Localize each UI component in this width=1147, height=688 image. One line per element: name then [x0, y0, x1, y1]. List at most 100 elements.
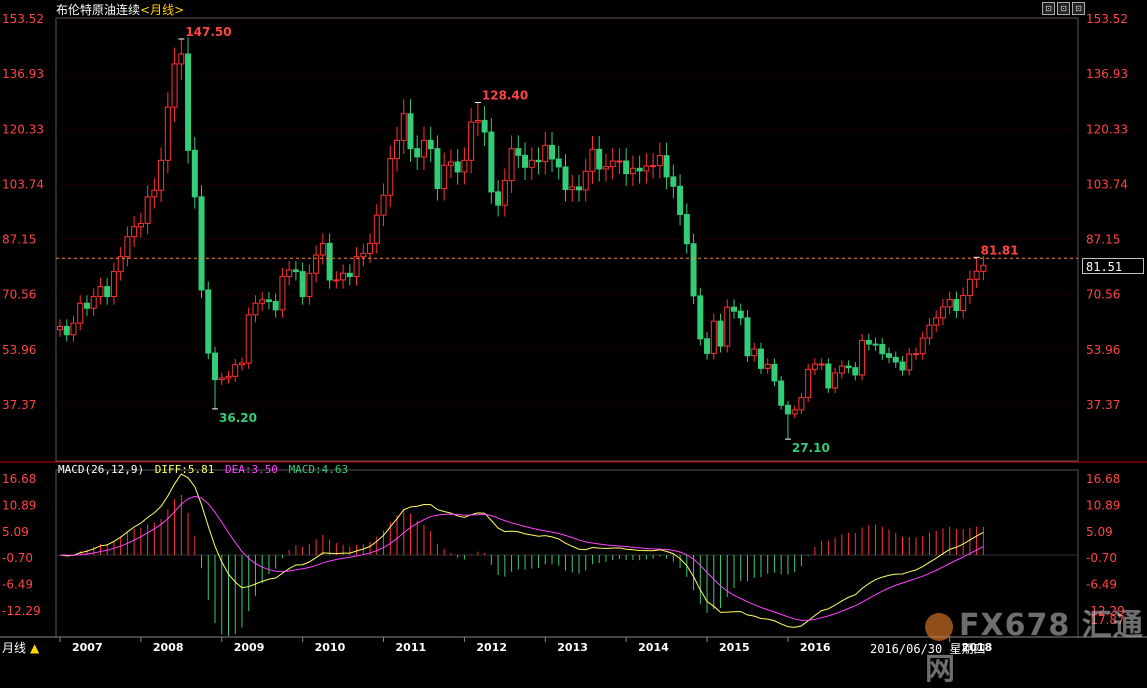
candle-body [272, 301, 279, 311]
candle-body [791, 409, 798, 415]
candle-body [697, 295, 704, 340]
candle-body [353, 256, 360, 278]
macd-axis-label-right: -0.70 [1086, 551, 1117, 565]
candle-body [542, 144, 549, 163]
candle-body [919, 337, 926, 355]
instrument-name: 布伦特原油连续 [56, 3, 141, 17]
candle-body [953, 299, 960, 312]
candle-body [164, 106, 171, 161]
candle-body [252, 302, 259, 316]
candle-body [683, 213, 690, 245]
candle-body [886, 353, 893, 358]
year-label: 2010 [315, 641, 346, 654]
price-axis-label-left: 37.37 [2, 398, 36, 412]
candle-body [704, 338, 711, 354]
candle-body [926, 324, 933, 339]
candle-body [973, 270, 980, 280]
candle-body [191, 149, 198, 198]
year-label: 2009 [234, 641, 265, 654]
candle-body [171, 63, 178, 108]
restore-icon[interactable]: ⊡ [1042, 2, 1055, 15]
price-axis-label-left: 153.52 [2, 12, 44, 26]
candle-body [555, 158, 562, 168]
candle-body [400, 113, 407, 141]
macd-axis-label-left: 5.09 [2, 525, 29, 539]
candle-body [205, 289, 212, 354]
candle-body [495, 191, 502, 206]
period-selector-label: 月线 [2, 641, 27, 655]
candle-body [859, 339, 866, 376]
candle-body [616, 160, 623, 163]
candle-body [414, 148, 421, 158]
candle-body [292, 269, 299, 273]
candle-body [515, 148, 522, 156]
maximize-icon[interactable]: ⊡ [1057, 2, 1070, 15]
window-controls: ⊡ ⊡ ⊡ [1042, 2, 1085, 15]
candle-body [838, 365, 845, 374]
macd-axis-label-left: -0.70 [2, 551, 33, 565]
year-label: 2012 [476, 641, 507, 654]
candle-body [663, 155, 670, 178]
candle-body [798, 397, 805, 411]
year-label: 2011 [396, 641, 427, 654]
macd-header: MACD(26,12,9) DIFF:5.81 DEA:3.50 MACD:4.… [58, 463, 352, 476]
candle-body [259, 299, 266, 304]
candle-body [670, 176, 677, 187]
candle-body [501, 180, 508, 206]
year-label: 2013 [557, 641, 588, 654]
candle-body [906, 353, 913, 371]
candle-body [549, 144, 556, 160]
candle-body [333, 279, 340, 282]
candle-body [522, 154, 529, 168]
candle-body [319, 242, 326, 256]
candle-body [710, 320, 717, 354]
candle-body [744, 317, 751, 357]
candle-body [131, 226, 138, 238]
candle-body [373, 214, 380, 244]
candle-body [218, 377, 225, 381]
candle-body [117, 256, 124, 273]
candle-body [960, 295, 967, 312]
macd-axis-label-right: 16.68 [1086, 472, 1120, 486]
candle-body [832, 372, 839, 389]
candle-body [77, 302, 84, 324]
period-selector[interactable]: 月线 ▲ [2, 639, 39, 656]
candle-body [238, 362, 245, 366]
candle-body [784, 404, 791, 415]
macd-axis-label-left: -6.49 [2, 578, 33, 592]
candle-body [933, 317, 940, 326]
candle-body [764, 363, 771, 369]
candle-body [90, 296, 97, 309]
candle-body [124, 236, 131, 258]
candle-body [892, 356, 899, 363]
candle-body [569, 186, 576, 191]
cursor-date-readout: 2016/06/30 星期四 [870, 642, 986, 656]
candle-body [966, 278, 973, 297]
extreme-label: 27.10 [792, 441, 830, 455]
candle-body [63, 325, 70, 336]
price-axis-label-right: 103.74 [1086, 177, 1128, 191]
candle-body [434, 148, 441, 190]
candle-body [326, 242, 333, 281]
close-icon[interactable]: ⊡ [1072, 2, 1085, 15]
candle-body [232, 364, 239, 377]
candle-body [83, 302, 90, 309]
chevron-up-icon[interactable]: ▲ [30, 641, 40, 655]
fx678-logo-icon [925, 612, 953, 641]
candle-body [488, 131, 495, 193]
candle-body [380, 194, 387, 216]
candle-body [185, 53, 192, 151]
price-axis-label-right: 120.33 [1086, 122, 1128, 136]
candle-body [394, 139, 400, 160]
macd-dea-line [59, 495, 984, 621]
candle-body [629, 167, 636, 175]
candle-body [178, 53, 185, 65]
macd-axis-label-right: 5.09 [1086, 525, 1113, 539]
period-label[interactable]: <月线> [140, 3, 185, 17]
candle-body [623, 160, 630, 175]
candle-body [865, 339, 872, 345]
candle-body [528, 159, 535, 168]
candle-body [508, 148, 515, 182]
candle-body [441, 164, 448, 190]
macd-macd-value: MACD:4.63 [288, 463, 349, 476]
